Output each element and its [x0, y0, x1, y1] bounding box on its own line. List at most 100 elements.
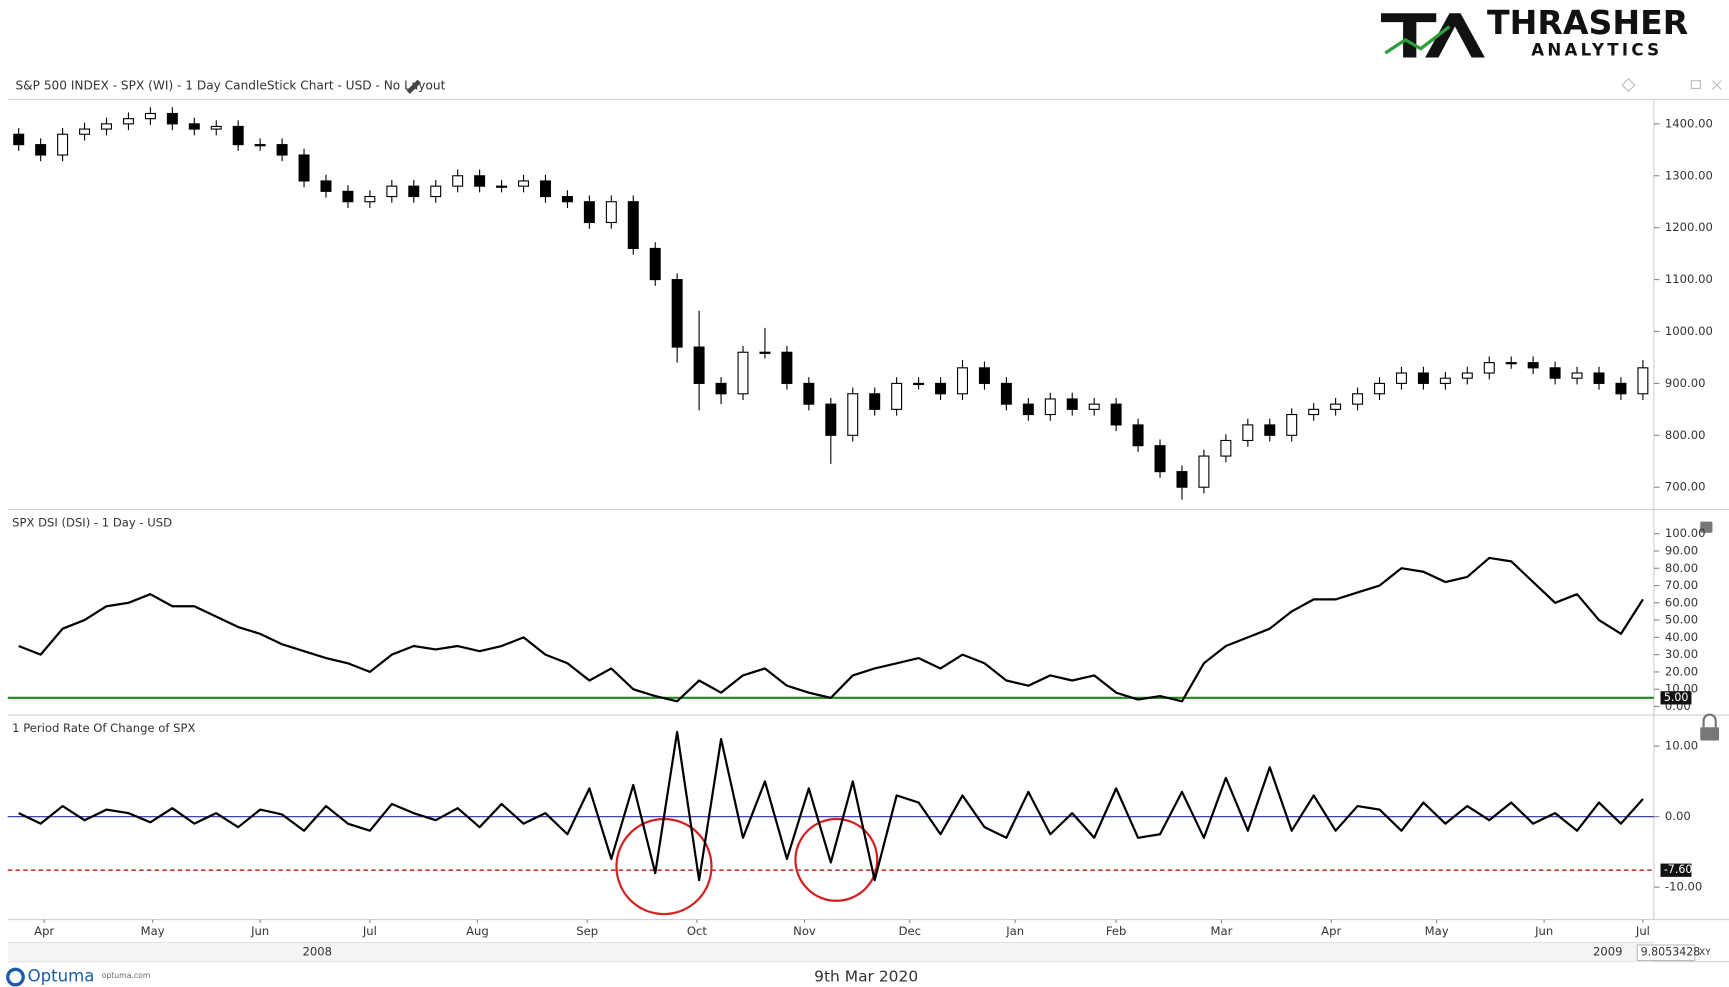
series-line — [18, 730, 1644, 882]
x-tick-label: Mar — [1211, 924, 1233, 938]
candle-body — [539, 180, 551, 198]
y-tick-label: 70.00 — [1665, 578, 1698, 592]
date-caption: 9th Mar 2020 — [814, 968, 918, 986]
candle-body — [1439, 377, 1451, 384]
candle-body — [210, 125, 222, 130]
x-tick-label: Dec — [899, 924, 921, 938]
y-tick-label: 800.00 — [1665, 428, 1706, 442]
close-icon[interactable] — [1712, 80, 1722, 90]
candle-body — [452, 175, 464, 187]
edit-icon[interactable] — [406, 79, 421, 94]
panel-title: 1 Period Rate Of Change of SPX — [12, 721, 195, 735]
candle-body — [1154, 445, 1166, 473]
readout-mode[interactable]: XY — [1699, 948, 1711, 958]
lock[interactable] — [1700, 521, 1713, 533]
candle-body — [320, 180, 332, 192]
x-tick-label: Jun — [250, 924, 269, 938]
candle-body — [978, 367, 990, 384]
icon[interactable] — [1621, 78, 1636, 93]
candle-body — [1352, 393, 1364, 405]
candle-body — [13, 133, 25, 146]
candle-body — [1198, 455, 1210, 488]
x-tick-label: Jul — [1635, 924, 1650, 938]
candle-body — [1593, 372, 1605, 384]
candle-body — [737, 351, 749, 395]
level-label-box — [1660, 691, 1692, 705]
candle-body — [803, 382, 815, 405]
candle-body — [474, 175, 486, 187]
y-tick-label: 90.00 — [1665, 543, 1698, 557]
candle-body — [1571, 372, 1583, 379]
candle-body — [1637, 367, 1649, 395]
level-label: -7.60 — [1664, 863, 1693, 876]
panel-title: SPX DSI (DSI) - 1 Day - USD — [12, 515, 172, 529]
candle-body — [671, 279, 683, 348]
x-tick-label: May — [141, 924, 165, 938]
candle-body — [1615, 382, 1627, 395]
year-label: 2008 — [302, 945, 332, 959]
x-tick-label: Oct — [687, 924, 707, 938]
year-band — [7, 942, 1654, 962]
x-tick-label: Jan — [1005, 924, 1024, 938]
candle-body — [518, 180, 530, 187]
x-tick-label: Jul — [362, 924, 377, 938]
candle-body — [1461, 372, 1473, 379]
icon[interactable] — [1690, 80, 1701, 89]
candle-body — [1242, 424, 1254, 442]
candle-body — [561, 195, 573, 203]
candle-body — [386, 185, 398, 198]
window-icons — [1621, 78, 1722, 93]
candle-body — [144, 112, 156, 120]
y-tick-label: 1100.00 — [1665, 272, 1713, 286]
chart-title: S&P 500 INDEX - SPX (WI) - 1 Day CandleS… — [15, 79, 445, 93]
candle-body — [1374, 382, 1386, 395]
y-tick-label: 30.00 — [1665, 647, 1698, 661]
candle-body — [1549, 367, 1561, 379]
y-tick-label: 1000.00 — [1665, 324, 1713, 338]
candle-body — [1176, 471, 1188, 488]
readout-box[interactable] — [1636, 944, 1696, 962]
candle-body — [1395, 372, 1407, 384]
candle-body — [1330, 403, 1342, 410]
candle-body — [496, 185, 508, 188]
lock[interactable] — [1700, 727, 1720, 741]
candle-body — [364, 195, 376, 203]
brand-icon — [6, 967, 25, 987]
candle-body — [166, 112, 178, 125]
y-tick-label: 700.00 — [1665, 480, 1706, 494]
candle-body — [1286, 413, 1298, 436]
y-tick-label: 60.00 — [1665, 595, 1698, 609]
candle-body — [1527, 362, 1539, 369]
lock-icons — [1700, 521, 1720, 741]
y-tick-label: 1200.00 — [1665, 220, 1713, 234]
candle-body — [1088, 403, 1100, 410]
candle-body — [342, 190, 354, 203]
y-tick-label: 900.00 — [1665, 376, 1706, 390]
series-line — [18, 556, 1644, 703]
x-tick-label: Sep — [576, 924, 598, 938]
candle-body — [1110, 403, 1122, 426]
y-tick-label: 100.00 — [1665, 526, 1706, 540]
x-tick-label: Apr — [1321, 924, 1341, 938]
logo: THRASHER ANALYTICS — [1380, 3, 1688, 59]
candle-body — [1132, 424, 1144, 447]
candle-body — [1220, 439, 1232, 457]
candle-body — [715, 382, 727, 395]
y-tick-label: 10.00 — [1665, 739, 1698, 753]
x-tick-label: Jun — [1534, 924, 1553, 938]
candle-body — [1264, 424, 1276, 436]
x-tick-label: Feb — [1106, 924, 1127, 938]
readout: 9.8053428 — [1641, 946, 1701, 959]
y-tick-label: 20.00 — [1665, 664, 1698, 678]
y-tick-label: 1400.00 — [1665, 116, 1713, 130]
candle-body — [79, 128, 91, 135]
x-tick-label: Nov — [793, 924, 816, 938]
level-label-box — [1660, 863, 1692, 877]
candle-body — [298, 154, 310, 182]
candle-body — [1066, 398, 1078, 410]
level-label: 5.00 — [1664, 691, 1689, 704]
candle-body — [935, 382, 947, 395]
candle-body — [913, 382, 925, 386]
